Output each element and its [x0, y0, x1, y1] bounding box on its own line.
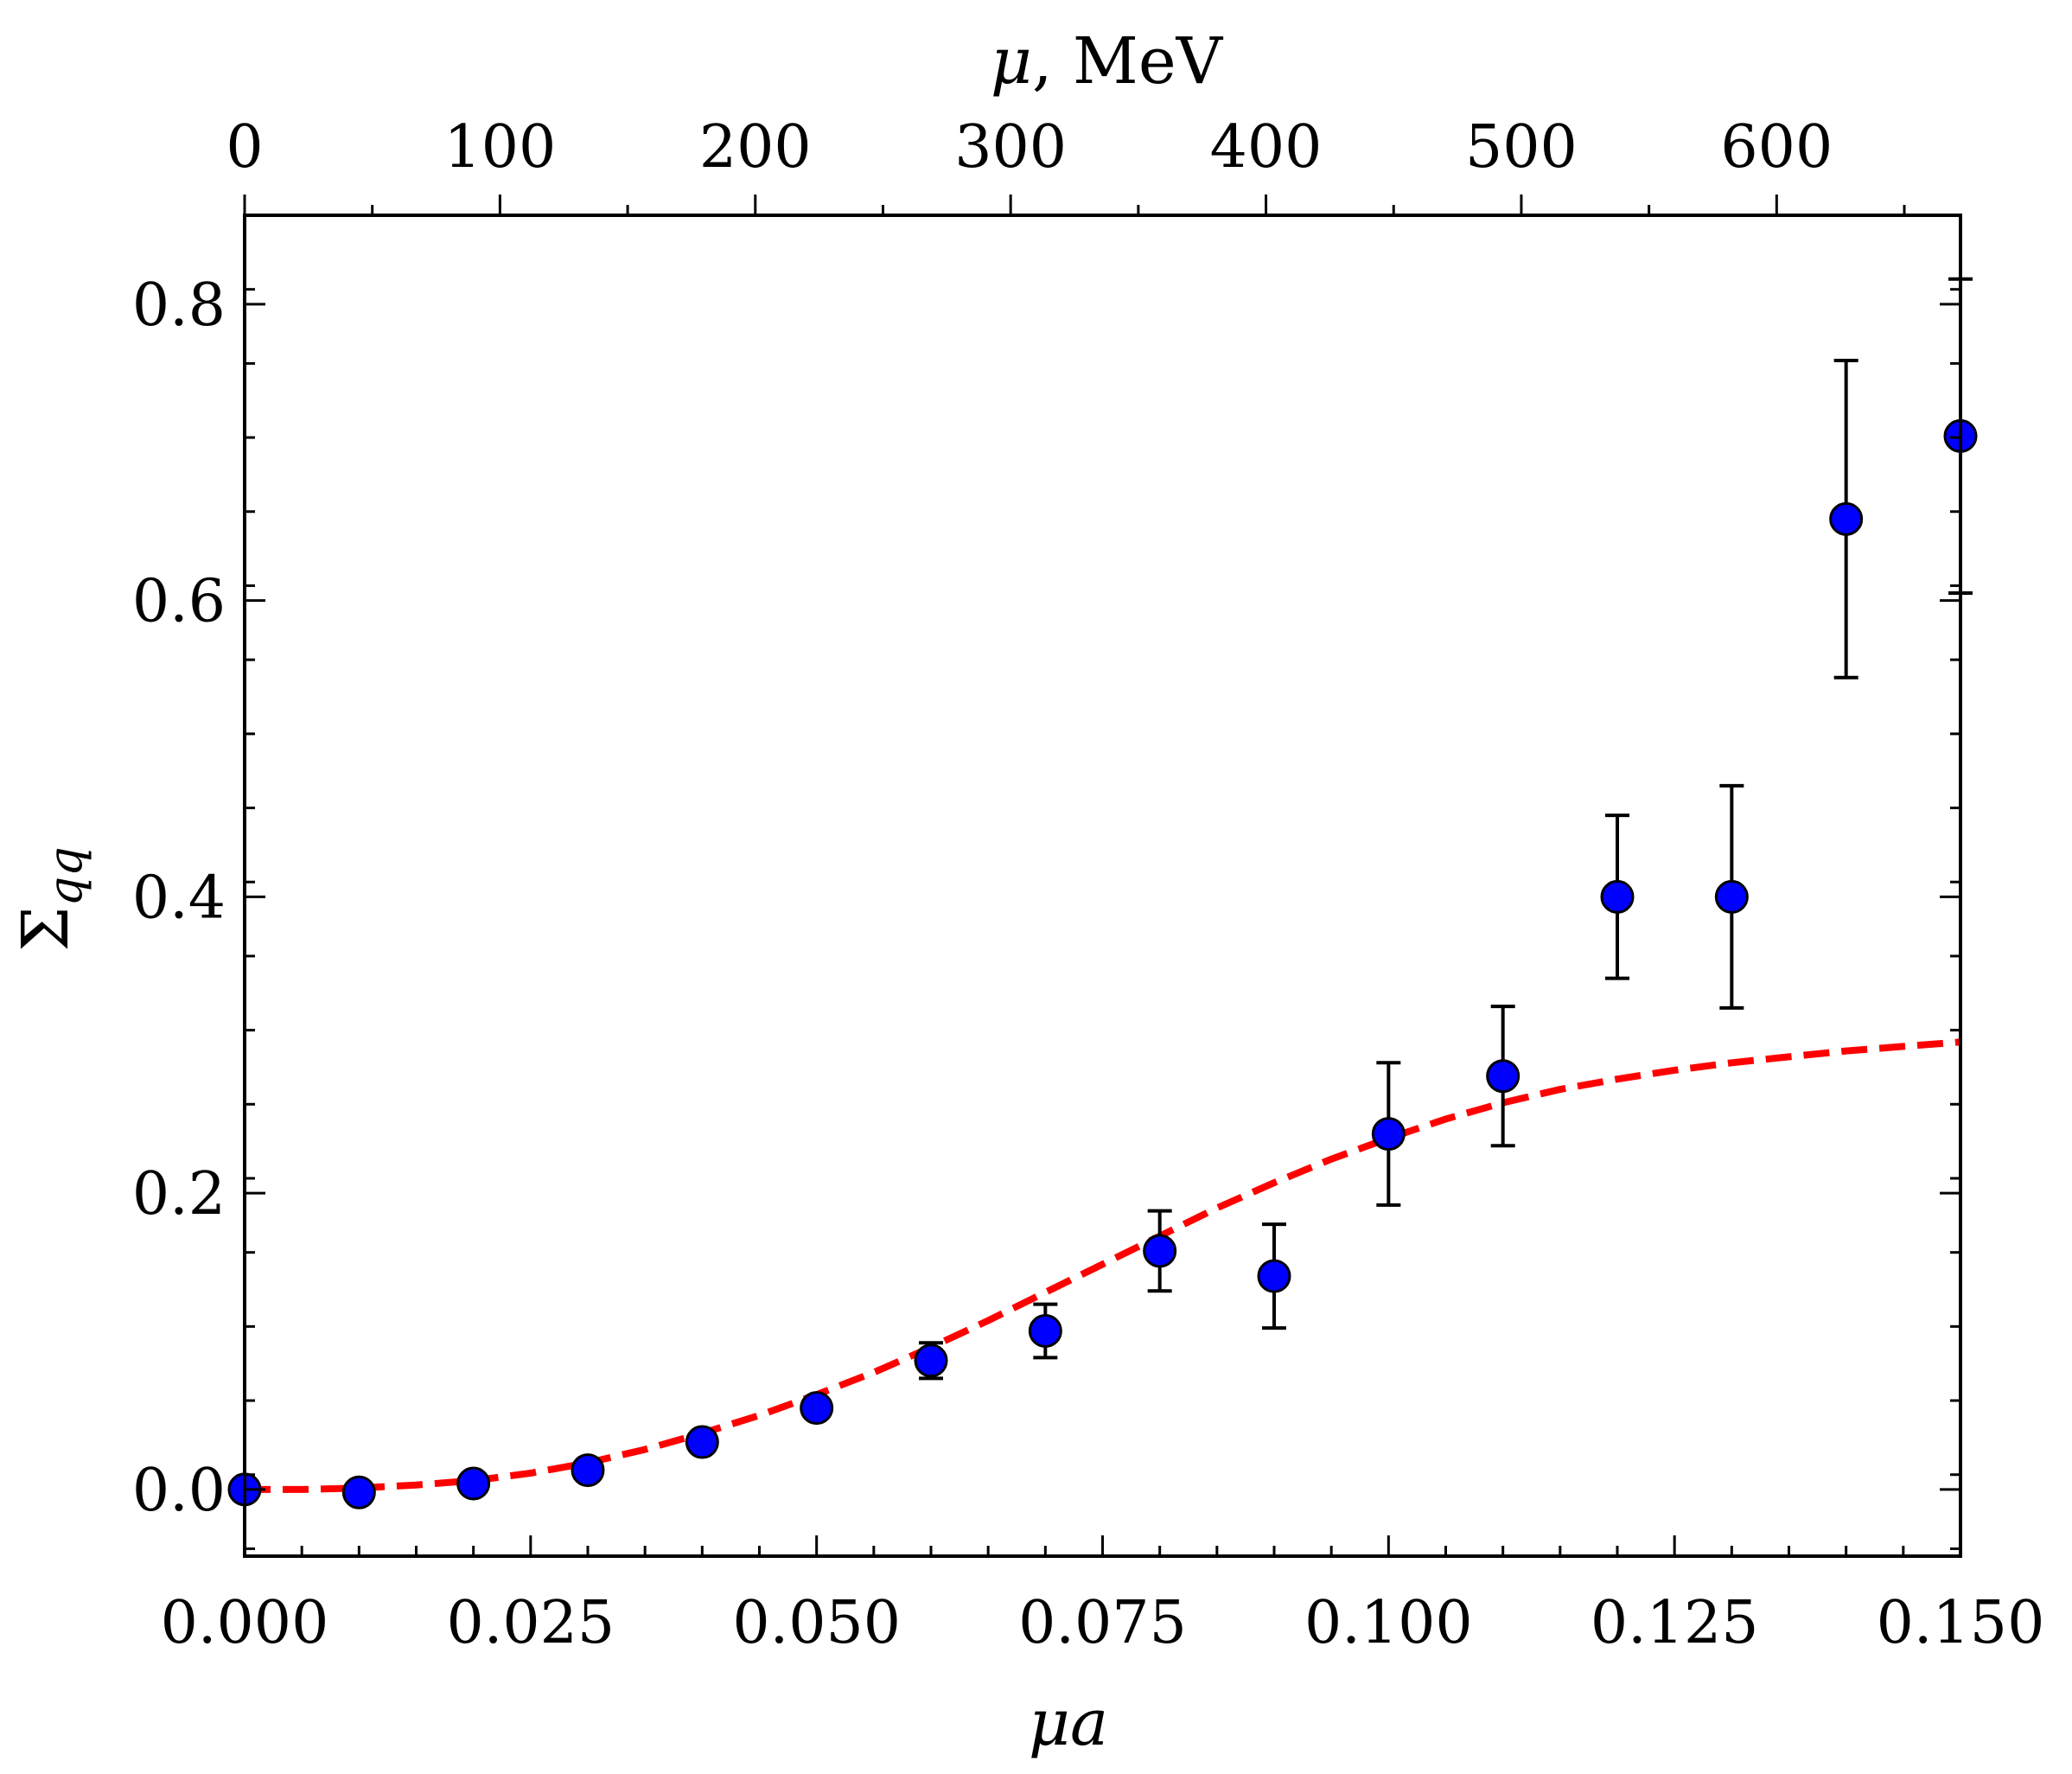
y-tick-label: 0.4: [132, 864, 226, 932]
x-tick-label: 0.100: [1304, 1589, 1473, 1657]
data-point: [1714, 879, 1749, 914]
data-point: [1600, 879, 1635, 914]
y-axis-symbol: Σ: [9, 906, 83, 951]
top-x-axis-symbol: μ: [991, 24, 1032, 99]
data-point: [1829, 501, 1864, 536]
top-x-axis-unit: , MeV: [1032, 24, 1224, 99]
data-point: [685, 1425, 719, 1459]
fit-curve-layer: [245, 1038, 1961, 1493]
top-x-tick-label: 0: [226, 113, 263, 182]
tick-labels-layer: 0.000 0.025 0.050 0.075 0.100 0.125 0.150 0.0 0.…: [132, 113, 2044, 1657]
fit-curve: [245, 1038, 1961, 1493]
y-tick-label: 0.2: [132, 1160, 226, 1228]
y-tick-label: 0.0: [132, 1457, 226, 1525]
data-point: [1257, 1259, 1291, 1293]
y-tick-label: 0.6: [132, 568, 226, 636]
y-axis-title: Σqq: [9, 846, 92, 951]
data-point: [571, 1453, 605, 1488]
data-point: [341, 1475, 376, 1509]
x-tick-label: 0.075: [1018, 1589, 1187, 1657]
x-tick-label: 0.025: [446, 1589, 615, 1657]
top-x-tick-label: 600: [1720, 113, 1833, 182]
y-axis-subscript: qq: [38, 846, 92, 906]
data-point: [1143, 1234, 1177, 1268]
data-point: [800, 1391, 834, 1426]
data-point: [456, 1466, 491, 1501]
data-point: [914, 1343, 948, 1378]
data-point: [1371, 1117, 1406, 1152]
top-x-tick-label: 100: [443, 113, 556, 182]
data-point: [1028, 1314, 1062, 1349]
x-tick-label: 0.000: [161, 1589, 329, 1657]
y-tick-label: 0.8: [132, 271, 226, 340]
top-x-tick-label: 500: [1465, 113, 1578, 182]
plot-frame: [243, 214, 1962, 1558]
top-x-axis-title: μ, MeV: [991, 24, 1224, 99]
data-point: [1486, 1059, 1521, 1094]
data-points-layer: [227, 418, 1978, 1509]
top-x-tick-label: 300: [954, 113, 1067, 182]
x-tick-label: 0.125: [1591, 1589, 1759, 1657]
x-tick-label: 0.050: [732, 1589, 901, 1657]
x-tick-label: 0.150: [1877, 1589, 2045, 1657]
top-x-tick-label: 400: [1210, 113, 1323, 182]
x-axis-title: μa: [1029, 1686, 1108, 1760]
top-x-tick-label: 200: [699, 113, 812, 182]
